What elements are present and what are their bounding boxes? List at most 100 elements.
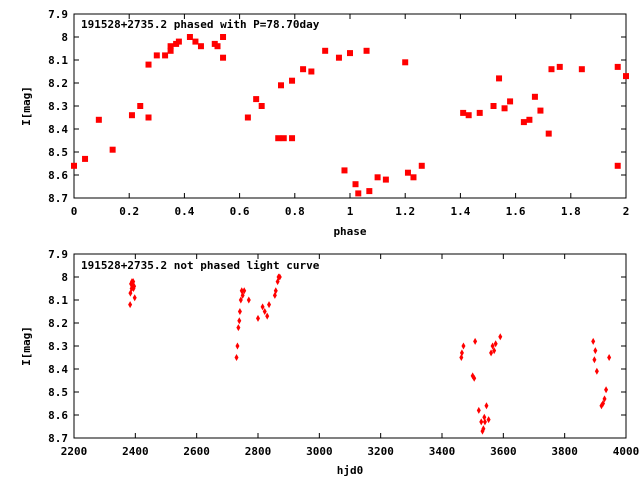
phased-x-tick-label: 0: [71, 205, 78, 218]
phased-data-point: [556, 63, 563, 70]
unphased-data-point: [473, 337, 478, 345]
phased-data-point: [289, 77, 296, 84]
unphased-data-point: [461, 342, 466, 350]
phased-data-point: [402, 59, 409, 66]
phased-data-point: [410, 174, 417, 181]
unphased-data-point: [459, 349, 464, 357]
unphased-data-point: [132, 282, 137, 290]
phased-data-point: [465, 112, 472, 119]
phased-data-point: [322, 47, 329, 54]
phased-data-point: [289, 135, 296, 142]
unphased-y-tick-label: 8.4: [48, 363, 68, 376]
phased-x-tick-label: 1.2: [395, 205, 415, 218]
phased-data-point: [341, 167, 348, 174]
unphased-x-tick-label: 2200: [61, 445, 88, 458]
phased-data-point: [526, 116, 533, 123]
phased-data-point: [71, 162, 77, 169]
phased-data-point: [220, 34, 227, 40]
phased-x-tick-label: 0.4: [174, 205, 194, 218]
unphased-x-axis-label: hjd0: [337, 464, 364, 477]
unphased-data-point: [493, 340, 498, 348]
unphased-data-point: [486, 416, 491, 424]
phased-y-tick-label: 8: [61, 31, 68, 44]
unphased-data-point: [592, 356, 597, 364]
unphased-x-tick-label: 3000: [306, 445, 333, 458]
phased-y-axis-label: I[mag]: [20, 86, 33, 126]
unphased-data-point: [236, 324, 241, 332]
phased-data-point: [578, 66, 585, 73]
unphased-x-tick-label: 3800: [551, 445, 578, 458]
phased-data-point: [153, 52, 160, 59]
unphased-data-point: [132, 294, 137, 302]
phased-data-point: [496, 75, 503, 82]
unphased-data-point: [267, 301, 272, 309]
phased-data-point: [490, 103, 497, 109]
phased-y-tick-label: 8.4: [48, 123, 68, 136]
unphased-data-point: [489, 349, 494, 357]
unphased-data-point: [604, 386, 609, 394]
unphased-x-tick-label: 2600: [183, 445, 210, 458]
unphased-data-point: [482, 413, 487, 421]
unphased-data-point: [242, 287, 247, 295]
phased-y-tick-label: 8.5: [48, 146, 68, 159]
unphased-data-point: [482, 418, 487, 426]
phased-x-tick-label: 1.4: [450, 205, 470, 218]
phased-x-tick-label: 0.6: [230, 205, 250, 218]
phased-data-point: [352, 181, 359, 188]
unphased-data-point: [607, 354, 612, 361]
phased-data-point: [280, 135, 287, 142]
unphased-data-point: [256, 314, 260, 322]
phased-data-points: [71, 34, 629, 197]
phased-y-tick-label: 8.3: [48, 100, 68, 113]
phased-data-point: [548, 66, 555, 73]
unphased-data-point: [277, 273, 282, 281]
unphased-data-point: [492, 347, 497, 355]
unphased-data-point: [238, 296, 243, 304]
phased-data-point: [137, 103, 144, 109]
unphased-x-tick-label: 2800: [245, 445, 272, 458]
unphased-data-point: [459, 354, 464, 361]
phased-data-point: [82, 155, 89, 162]
unphased-data-point: [490, 342, 495, 350]
phased-data-point: [300, 66, 307, 73]
phased-data-point: [253, 96, 260, 103]
phased-data-point: [614, 63, 621, 70]
phased-data-point: [347, 50, 353, 57]
phased-data-point: [275, 135, 282, 142]
phased-data-point: [109, 146, 116, 153]
phased-plot-title: 191528+2735.2 phased with P=78.70day: [81, 18, 320, 31]
phased-data-point: [192, 38, 199, 45]
unphased-data-point: [128, 301, 133, 309]
phased-data-point: [366, 188, 373, 195]
unphased-data-point: [237, 308, 242, 315]
unphased-data-point: [265, 312, 270, 320]
phased-light-curve-panel: 191528+2735.2 phased with P=78.70day pha…: [20, 8, 629, 238]
phased-x-tick-label: 0.8: [285, 205, 305, 218]
unphased-data-point: [591, 337, 596, 345]
unphased-data-point: [476, 406, 481, 414]
phased-data-point: [545, 130, 552, 137]
phased-y-tick-label: 8.2: [48, 77, 68, 90]
phased-data-point: [507, 98, 514, 105]
unphased-data-point: [602, 395, 607, 403]
phased-data-point: [363, 47, 370, 54]
phased-data-point: [460, 109, 467, 116]
phased-y-tick-label: 8.1: [48, 54, 68, 67]
unphased-data-point: [240, 291, 245, 299]
phased-data-point: [374, 174, 381, 181]
phased-data-point: [186, 34, 193, 40]
phased-x-axis-label: phase: [333, 225, 366, 238]
phased-data-point: [614, 162, 621, 169]
phased-y-tick-label: 8.6: [48, 169, 68, 182]
unphased-data-point: [235, 342, 240, 350]
phased-data-point: [258, 103, 265, 109]
unphased-y-tick-label: 8.6: [48, 409, 68, 422]
unphased-data-point: [246, 296, 251, 304]
unphased-data-point: [472, 374, 477, 382]
phased-x-tick-label: 0.2: [119, 205, 139, 218]
unphased-data-point: [479, 418, 484, 426]
phased-data-point: [278, 82, 284, 89]
unphased-y-tick-label: 8.5: [48, 386, 68, 399]
unphased-data-point: [484, 402, 489, 410]
